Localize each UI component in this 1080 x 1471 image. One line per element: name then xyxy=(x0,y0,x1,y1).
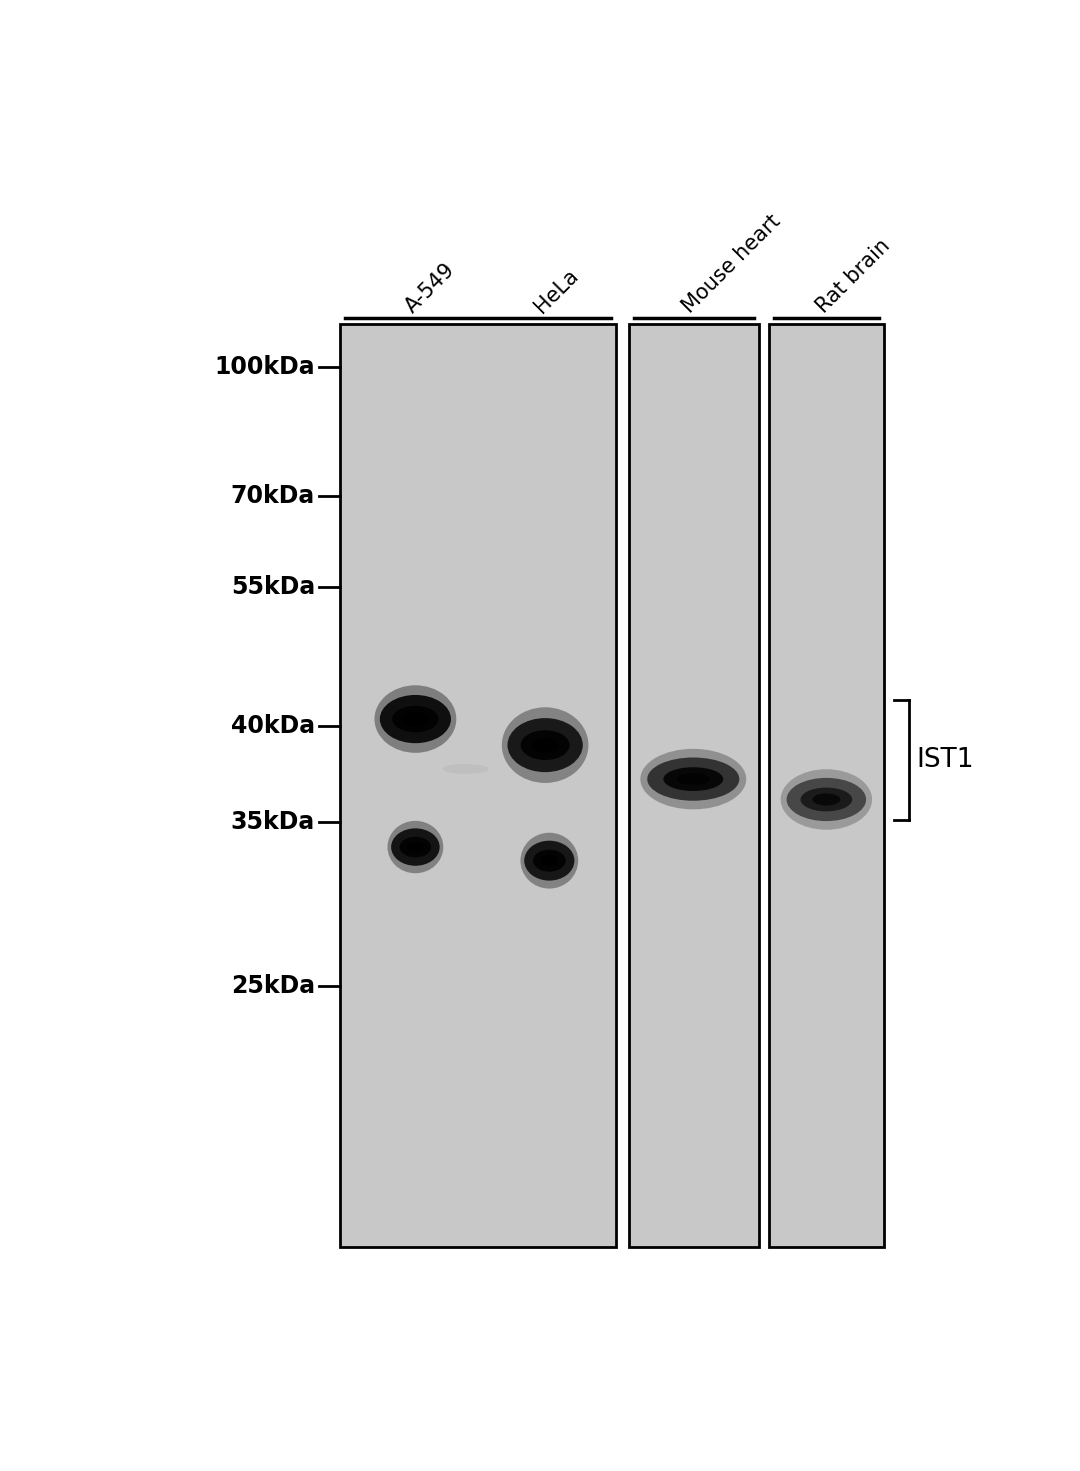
Ellipse shape xyxy=(407,841,423,852)
Ellipse shape xyxy=(403,712,428,725)
Text: 40kDa: 40kDa xyxy=(231,713,315,738)
Ellipse shape xyxy=(534,850,566,872)
Ellipse shape xyxy=(388,821,443,874)
Bar xyxy=(340,324,617,1247)
Ellipse shape xyxy=(380,694,451,743)
Ellipse shape xyxy=(781,769,872,830)
Ellipse shape xyxy=(677,774,710,786)
Text: 70kDa: 70kDa xyxy=(231,484,315,507)
Text: 35kDa: 35kDa xyxy=(231,811,315,834)
Bar xyxy=(769,324,885,1247)
Ellipse shape xyxy=(663,768,724,791)
Ellipse shape xyxy=(521,833,578,888)
Ellipse shape xyxy=(786,778,866,821)
Ellipse shape xyxy=(508,718,583,772)
Text: 25kDa: 25kDa xyxy=(231,974,315,999)
Text: Mouse heart: Mouse heart xyxy=(679,212,785,316)
Text: A-549: A-549 xyxy=(402,259,459,316)
Ellipse shape xyxy=(502,708,589,783)
Ellipse shape xyxy=(540,855,558,866)
Ellipse shape xyxy=(524,841,575,881)
Ellipse shape xyxy=(400,837,431,858)
Text: IST1: IST1 xyxy=(916,747,973,772)
Ellipse shape xyxy=(521,730,569,761)
Ellipse shape xyxy=(392,706,438,733)
Ellipse shape xyxy=(391,828,440,866)
Text: Rat brain: Rat brain xyxy=(812,235,893,316)
Text: 100kDa: 100kDa xyxy=(214,355,315,380)
Ellipse shape xyxy=(443,763,488,774)
Ellipse shape xyxy=(812,793,840,806)
Text: 55kDa: 55kDa xyxy=(231,575,315,599)
Ellipse shape xyxy=(800,787,852,812)
Ellipse shape xyxy=(647,758,740,800)
Text: HeLa: HeLa xyxy=(531,265,582,316)
Bar xyxy=(629,324,758,1247)
Ellipse shape xyxy=(532,737,558,753)
Ellipse shape xyxy=(640,749,746,809)
Ellipse shape xyxy=(375,685,457,753)
